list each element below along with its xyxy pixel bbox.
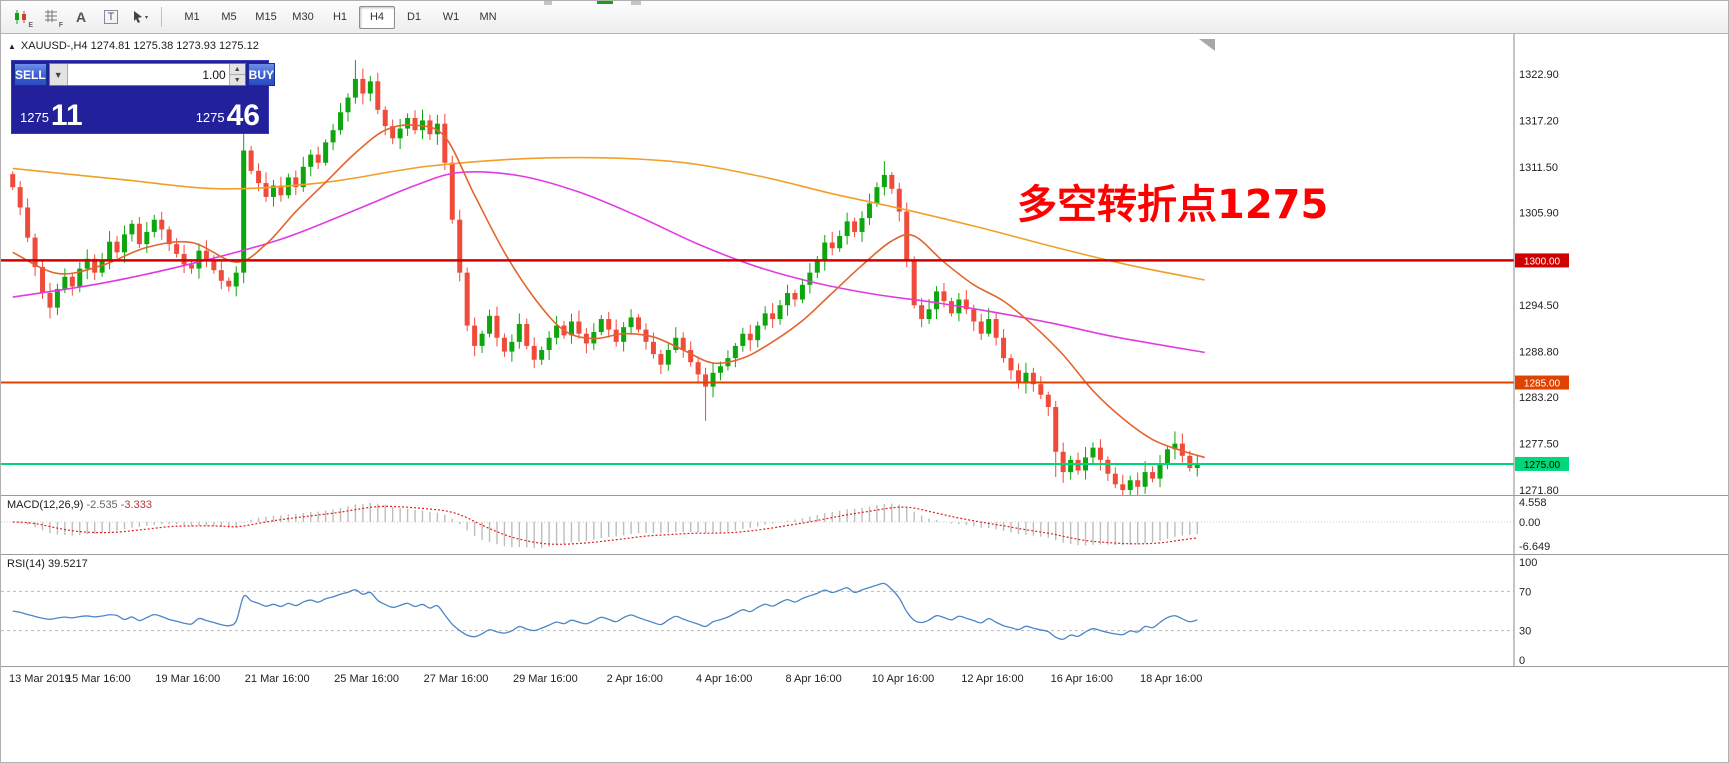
price-badge (1515, 253, 1569, 268)
svg-text:1294.50: 1294.50 (1519, 300, 1559, 312)
time-label: 29 Mar 16:00 (512, 673, 578, 685)
time-label: 16 Apr 16:00 (1050, 673, 1113, 685)
time-label: 12 Apr 16:00 (961, 673, 1024, 685)
timeframe-m30[interactable]: M30 (292, 11, 314, 23)
time-label: 27 Mar 16:00 (423, 673, 489, 685)
svg-text:1317.20: 1317.20 (1519, 115, 1559, 127)
macd-canvas[interactable]: 4.558 0.00 -6.649 (1, 496, 1729, 554)
svg-text:1283.20: 1283.20 (1519, 392, 1559, 404)
timeframe-m1[interactable]: M1 (184, 11, 200, 23)
time-label: 15 Mar 16:00 (65, 673, 131, 685)
timeframe-mn[interactable]: MN (479, 11, 497, 23)
svg-text:0.00: 0.00 (1519, 517, 1540, 529)
chart-annotation: 多空转折点1275 (1017, 182, 1329, 228)
buy-price-small: 1275 (195, 110, 225, 125)
time-axis[interactable]: 13 Mar 2019 15 Mar 16:00 19 Mar 16:00 21 Ma… (1, 666, 1728, 692)
candlestick-chart-icon[interactable]: E (7, 4, 35, 30)
time-label: 2 Apr 16:00 (606, 673, 663, 685)
timeframe-d1[interactable]: D1 (406, 11, 422, 23)
timeframe-h4[interactable]: H4 (359, 5, 395, 29)
lot-dropdown-icon[interactable]: ▼ (49, 64, 68, 85)
svg-text:70: 70 (1519, 586, 1531, 598)
sell-price-big: 11 (50, 98, 83, 132)
svg-text:1311.50: 1311.50 (1519, 162, 1558, 174)
svg-text:100: 100 (1519, 557, 1537, 569)
text-annotation-icon[interactable]: A (75, 9, 87, 25)
rsi-line (12, 582, 1198, 640)
timeframe-buttons: M1 M5 M15 M30 H1 H4 D1 W1 MN (174, 5, 506, 29)
time-label: 21 Mar 16:00 (244, 673, 310, 685)
buy-price[interactable]: 1275 46 (195, 98, 260, 132)
symbol-ohlc-text: XAUUSD-,H4 1274.81 1275.38 1273.93 1275.… (20, 40, 259, 52)
timeframe-m15[interactable]: M15 (255, 11, 277, 23)
sell-price-small: 1275 (20, 110, 49, 125)
svg-text:4.558: 4.558 (1519, 497, 1547, 509)
timeframe-h1[interactable]: H1 (332, 11, 348, 23)
rsi-panel[interactable]: 100 70 30 0 RSI(14) 39.5217 (1, 554, 1729, 666)
sell-button[interactable]: SELL (14, 63, 47, 86)
toolbar: E F A T M1 M5 M15 M30 H1 H4 D1 W1 MN (1, 1, 1728, 34)
lot-size-control: ▼ ▲ ▼ (48, 63, 246, 86)
cropped-icon-fragment (631, 1, 641, 5)
rsi-canvas[interactable]: 100 70 30 0 (1, 555, 1729, 666)
up-triangle-icon: ▲ (8, 41, 16, 51)
time-label: 18 Apr 16:00 (1139, 673, 1203, 685)
time-label: 10 Apr 16:00 (871, 673, 935, 685)
rsi-label: RSI(14) 39.5217 (7, 558, 88, 570)
svg-text:1322.90: 1322.90 (1519, 69, 1559, 81)
macd-panel[interactable]: 4.558 0.00 -6.649 MACD(12,26,9) -2.535 -3.… (1, 495, 1729, 554)
svg-text:0: 0 (1519, 655, 1525, 666)
svg-text:1300.00: 1300.00 (1524, 256, 1561, 267)
timeframe-w1[interactable]: W1 (442, 11, 460, 23)
time-label: 19 Mar 16:00 (155, 673, 221, 685)
lot-input[interactable] (67, 64, 229, 85)
price-chart-canvas[interactable]: 1300.00 1285.00 1275.00 1322.90 1317.20 1311.… (1, 34, 1729, 495)
svg-text:1275.00: 1275.00 (1524, 460, 1561, 471)
macd-histogram (19, 502, 1198, 548)
cropped-icon-fragment (597, 1, 613, 4)
macd-label: MACD(12,26,9) -2.535 -3.333 (7, 499, 152, 511)
svg-text:1285.00: 1285.00 (1524, 379, 1561, 390)
toolbar-separator (161, 7, 162, 27)
lot-decrease-button[interactable]: ▼ (229, 75, 245, 85)
buy-button[interactable]: BUY (247, 63, 276, 86)
one-click-trading-panel: SELL ▼ ▲ ▼ BUY 1275 11 1275 (11, 60, 276, 134)
text-box-icon[interactable]: T (97, 4, 125, 30)
sell-price[interactable]: 1275 11 (20, 98, 83, 132)
lot-spinner: ▲ ▼ (228, 64, 245, 85)
svg-text:1288.80: 1288.80 (1519, 347, 1559, 359)
svg-text:1277.50: 1277.50 (1519, 439, 1559, 451)
svg-text:30: 30 (1519, 626, 1531, 638)
time-label: 13 Mar 2019 (9, 673, 71, 685)
toolbar-icons: E F A T (7, 4, 155, 30)
macd-signal-line (12, 505, 1198, 545)
price-badge (1515, 456, 1569, 471)
time-label: 25 Mar 16:00 (334, 673, 400, 685)
indicator-grid-icon[interactable]: F (37, 4, 65, 30)
svg-text:1271.80: 1271.80 (1519, 485, 1559, 495)
symbol-info: ▲ XAUUSD-,H4 1274.81 1275.38 1273.93 127… (8, 40, 259, 52)
time-label: 4 Apr 16:00 (696, 673, 753, 685)
svg-text:1305.90: 1305.90 (1519, 207, 1559, 219)
svg-text:-6.649: -6.649 (1519, 541, 1550, 553)
timeframe-m5[interactable]: M5 (221, 11, 237, 23)
chart-shift-marker-icon (1199, 39, 1215, 51)
chart-panel[interactable]: 1300.00 1285.00 1275.00 1322.90 1317.20 1311.… (1, 34, 1729, 495)
time-label: 8 Apr 16:00 (785, 673, 842, 685)
price-badge (1515, 375, 1569, 390)
buy-price-big: 46 (226, 98, 260, 132)
lot-increase-button[interactable]: ▲ (229, 64, 245, 75)
drawing-tools-dropdown-icon[interactable] (127, 4, 155, 30)
cropped-icon-fragment (544, 1, 552, 5)
